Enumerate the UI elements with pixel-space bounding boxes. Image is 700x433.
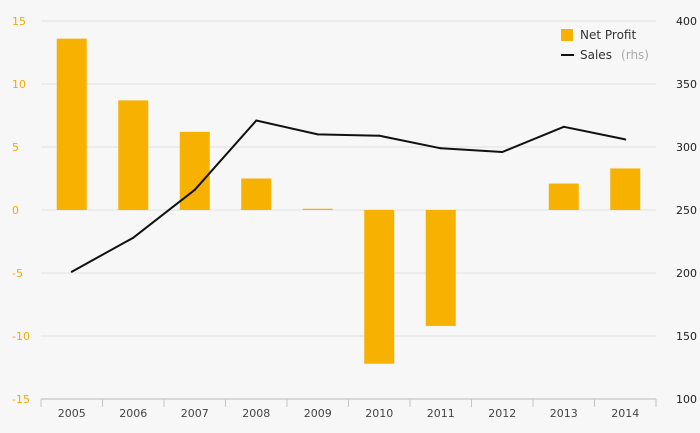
y-left-tick-label: -15: [12, 393, 30, 406]
bar: [302, 208, 333, 210]
line-point: [193, 188, 196, 191]
line-point: [70, 270, 73, 273]
y-left-tick-label: 10: [12, 78, 26, 91]
bar: [56, 38, 87, 210]
y-right-tick-label: 100: [676, 393, 697, 406]
line-point: [562, 125, 565, 128]
y-left-tick-label: 0: [12, 204, 19, 217]
bar-series-net-profit: [56, 38, 641, 364]
line-point: [501, 151, 504, 154]
y-right-tick-label: 400: [676, 15, 697, 28]
x-tick-label: 2007: [181, 407, 209, 420]
legend-sales-name: Sales: [580, 48, 612, 62]
y-right-tick-label: 300: [676, 141, 697, 154]
y-right-tick-label: 250: [676, 204, 697, 217]
line-path: [71, 119, 626, 273]
x-tick-label: 2013: [550, 407, 578, 420]
bar: [548, 183, 579, 210]
x-tick-label: 2005: [58, 407, 86, 420]
legend-sales-note: (rhs): [621, 48, 649, 62]
x-tick-label: 2014: [611, 407, 639, 420]
line-point: [316, 133, 319, 136]
legend: Net Profit Sales (rhs): [561, 28, 649, 63]
bar: [425, 210, 456, 326]
x-tick-label: 2010: [365, 407, 393, 420]
x-tick-label: 2006: [119, 407, 147, 420]
x-tick-label: 2008: [242, 407, 270, 420]
y-left-tick-label: 5: [12, 141, 19, 154]
line-point: [624, 138, 627, 141]
bar: [364, 210, 395, 364]
x-tick-label: 2011: [427, 407, 455, 420]
y-right-tick-label: 150: [676, 330, 697, 343]
line-point: [255, 119, 258, 122]
legend-label-sales: Sales (rhs): [580, 44, 649, 63]
legend-label-net-profit: Net Profit: [580, 28, 636, 42]
x-tick-label: 2012: [488, 407, 516, 420]
y-right-tick-label: 200: [676, 267, 697, 280]
axes: 15 10 5 0 -5 -10 -15 400 350 300 250 200 150 100 2005 2…: [12, 15, 697, 420]
y-right-tick-label: 350: [676, 78, 697, 91]
y-left-tick-label: -10: [12, 330, 30, 343]
x-tick-label: 2009: [304, 407, 332, 420]
bar: [118, 100, 149, 210]
bar: [610, 168, 641, 210]
line-series-sales: [70, 119, 627, 273]
line-point: [439, 147, 442, 150]
line-point: [132, 236, 135, 239]
legend-swatch-net-profit: [561, 29, 573, 41]
y-left-tick-label: -5: [12, 267, 23, 280]
line-point: [378, 134, 381, 137]
y-left-tick-label: 15: [12, 15, 26, 28]
bar: [241, 178, 272, 210]
